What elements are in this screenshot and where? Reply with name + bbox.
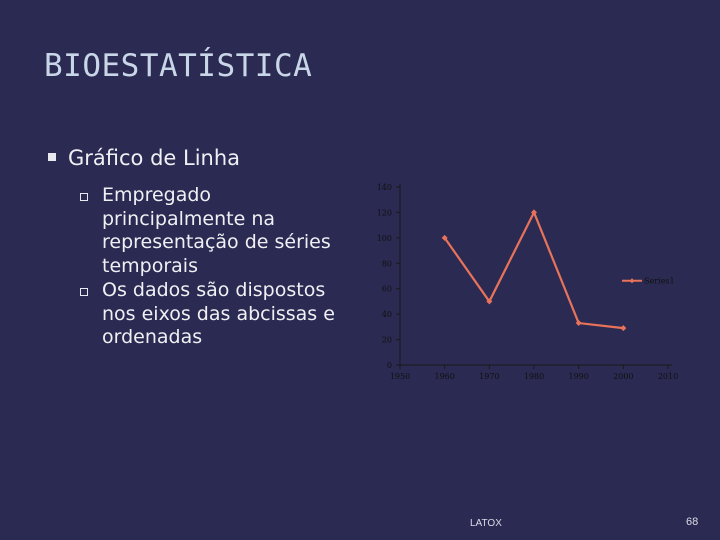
data-point <box>441 234 448 241</box>
x-tick-label: 1980 <box>524 372 544 381</box>
x-tick-label: 2010 <box>658 372 678 381</box>
y-tick-label: 0 <box>387 361 392 370</box>
bullet-heading: Gráfico de Linha <box>48 146 240 170</box>
hollow-square-bullet-icon <box>80 288 88 296</box>
series-line <box>443 209 624 330</box>
y-tick-label: 80 <box>382 259 392 268</box>
x-tick-label: 1950 <box>390 372 410 381</box>
sub-bullet-list: Empregado principalmente na representaçã… <box>80 184 350 351</box>
x-tick-label: 1990 <box>568 372 588 381</box>
x-tick-label: 2000 <box>613 372 633 381</box>
data-point <box>531 209 537 216</box>
y-tick-label: 140 <box>377 183 392 192</box>
footer-label: LATOX <box>470 518 502 529</box>
data-point <box>575 320 582 327</box>
bullet-heading-text: Gráfico de Linha <box>68 146 241 170</box>
x-tick-label: 1960 <box>434 372 454 381</box>
x-tick-label: 1970 <box>479 372 499 381</box>
legend-marker <box>629 278 635 284</box>
sub-bullet-text: Os dados são dispostos nos eixos das abc… <box>102 279 335 348</box>
legend-label: Series1 <box>644 277 675 286</box>
slide-title: BIOESTATÍSTICA <box>44 48 313 84</box>
y-tick-label: 20 <box>382 336 392 345</box>
y-tick-label: 100 <box>377 234 392 243</box>
square-bullet-icon <box>48 153 56 161</box>
line-chart: 0 20 40 60 80 100 120 140 1950 1960 1970 1980 1990 20… <box>377 183 678 381</box>
data-point <box>486 298 493 305</box>
y-tick-label: 120 <box>377 208 392 217</box>
sub-bullet-item: Os dados são dispostos nos eixos das abc… <box>80 279 350 350</box>
y-tick-label: 40 <box>382 310 392 319</box>
page-number: 68 <box>686 516 699 528</box>
hollow-square-bullet-icon <box>80 193 88 201</box>
y-tick-label: 60 <box>382 285 392 294</box>
data-point <box>620 325 627 332</box>
sub-bullet-text: Empregado principalmente na representaçã… <box>102 184 331 277</box>
sub-bullet-item: Empregado principalmente na representaçã… <box>80 184 350 278</box>
